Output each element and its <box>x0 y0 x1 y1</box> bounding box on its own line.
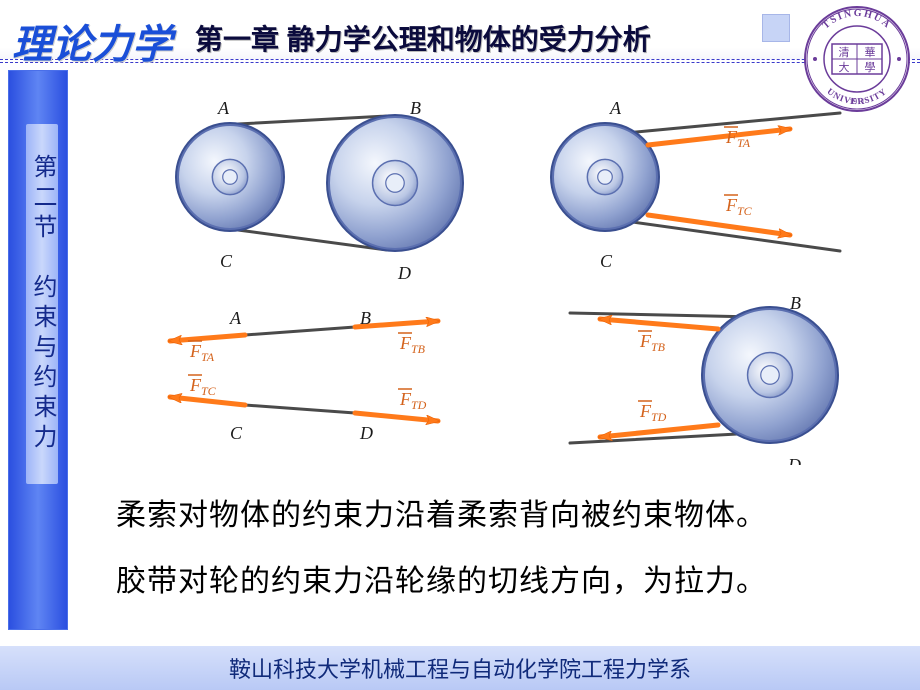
svg-text:C: C <box>600 251 613 271</box>
chapter-title: 第一章 静力学公理和物体的受力分析 <box>195 18 651 58</box>
footer: 鞍山科技大学机械工程与自动化学院工程力学系 <box>0 646 920 690</box>
decorative-box <box>762 14 790 42</box>
svg-text:華: 華 <box>865 46 876 59</box>
svg-text:大: 大 <box>839 60 850 74</box>
svg-text:D: D <box>397 263 411 283</box>
body-line-2: 胶带对轮的约束力沿轮缘的切线方向，为拉力。 <box>116 556 767 600</box>
svg-text:B: B <box>360 308 371 328</box>
svg-text:C: C <box>230 423 243 443</box>
mechanics-diagrams: A B C D A C FTA FTC FTA FTB FTC FTD A B C D B D FTB FTD <box>100 95 900 465</box>
svg-text:FTD: FTD <box>399 389 427 412</box>
svg-text:學: 學 <box>865 61 876 74</box>
svg-text:A: A <box>217 98 230 118</box>
svg-text:B: B <box>790 293 801 313</box>
svg-text:A: A <box>229 308 242 328</box>
svg-text:FTC: FTC <box>189 375 217 398</box>
svg-text:FTA: FTA <box>725 127 751 150</box>
course-title: 理论力学 <box>12 12 172 70</box>
svg-text:B: B <box>410 98 421 118</box>
svg-text:D: D <box>359 423 373 443</box>
svg-text:C: C <box>220 251 233 271</box>
svg-text:A: A <box>609 98 622 118</box>
svg-text:FTC: FTC <box>725 195 753 218</box>
body-line-1: 柔索对物体的约束力沿着柔索背向被约束物体。 <box>116 490 767 534</box>
svg-text:FTB: FTB <box>399 333 426 356</box>
sidebar-section-label: 第二节 约束与约束力 <box>26 124 58 484</box>
svg-text:D: D <box>787 455 801 465</box>
svg-text:清: 清 <box>839 46 850 59</box>
svg-text:FTB: FTB <box>639 331 666 354</box>
svg-text:FTD: FTD <box>639 401 667 424</box>
sidebar-text: 第二节 约束与约束力 <box>26 154 58 454</box>
svg-text:FTA: FTA <box>189 341 215 364</box>
footer-text: 鞍山科技大学机械工程与自动化学院工程力学系 <box>229 652 691 684</box>
